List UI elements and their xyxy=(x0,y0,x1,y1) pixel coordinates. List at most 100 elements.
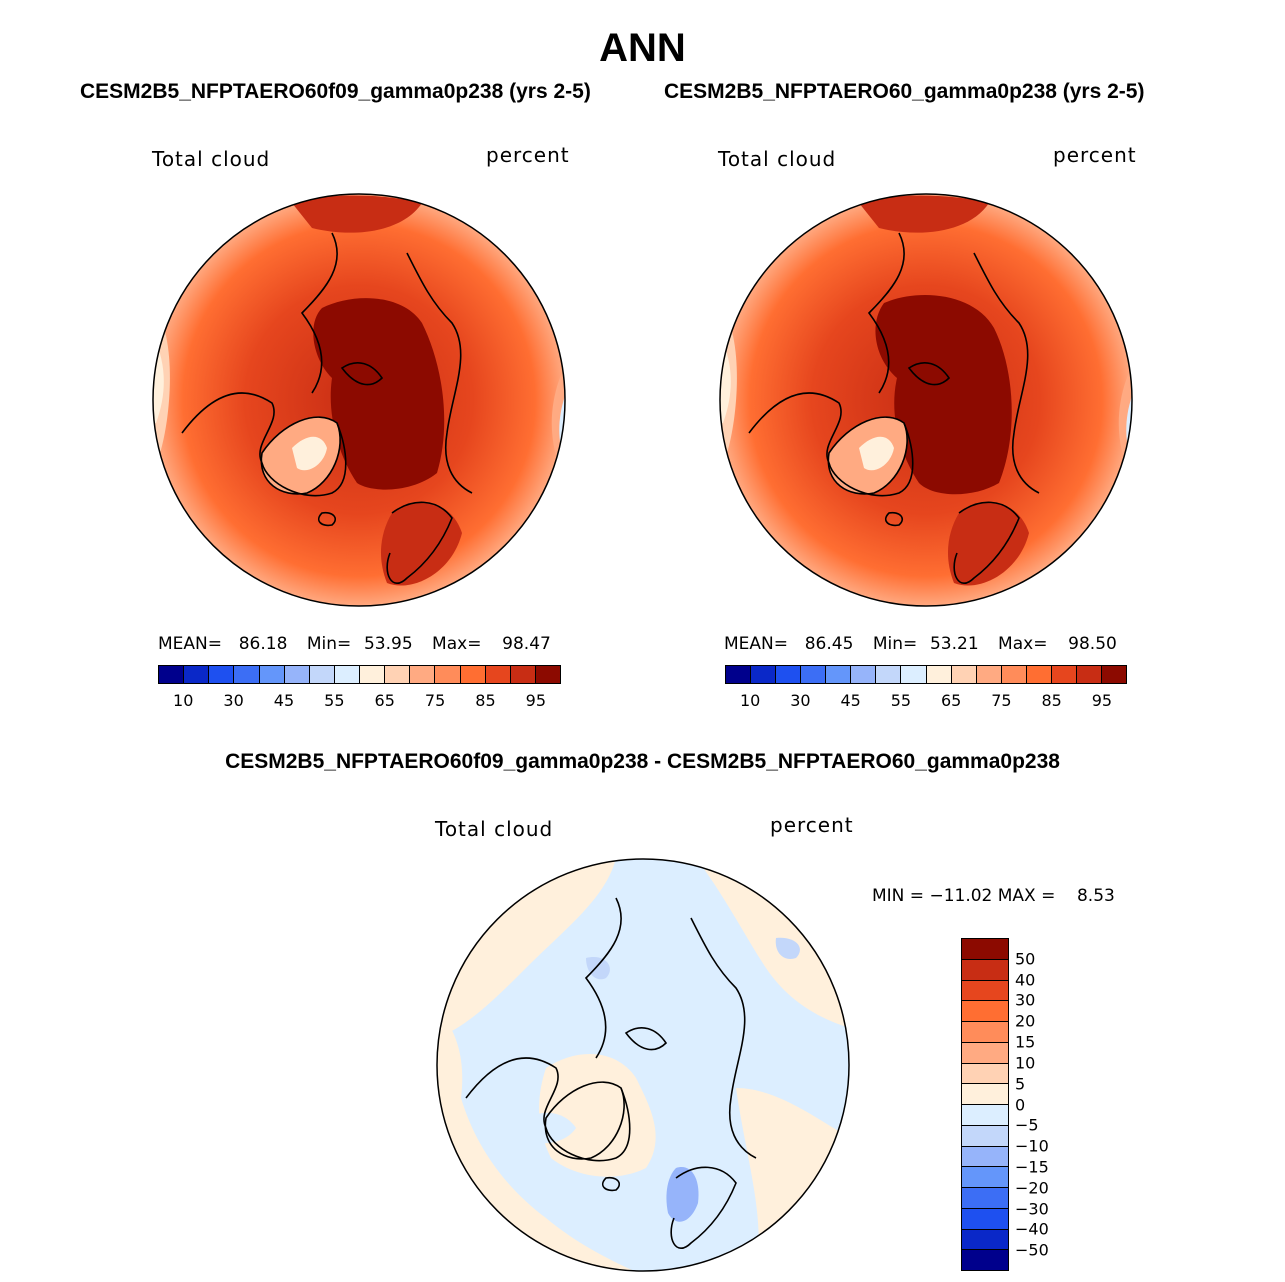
panel1-colorbar-tick-label: 95 xyxy=(525,691,546,710)
panel2-europe-cloud xyxy=(947,502,1029,586)
diff-negative-spot-1 xyxy=(586,957,610,980)
diff-colorbar-swatch xyxy=(962,1188,1008,1209)
panel2-colorbar-swatch xyxy=(1001,666,1027,683)
panel1-colorbar-tick-label: 65 xyxy=(374,691,395,710)
diff-colorbar-tick-label: 10 xyxy=(1015,1053,1036,1073)
diff-colorbar-tick-label: 0 xyxy=(1015,1095,1026,1114)
panel1-variable-label: Total cloud xyxy=(152,147,271,171)
panel2-greenland-lowest-cloud xyxy=(859,436,894,471)
panel2-high-cloud-region-north xyxy=(859,195,989,233)
panel1-min-label: Min= xyxy=(306,634,352,654)
diff-map-boundary xyxy=(436,858,850,1272)
panel2-colorbar-swatch xyxy=(976,666,1002,683)
panel1-colorbar xyxy=(158,665,561,684)
panel2-colorbar-swatch xyxy=(726,666,752,683)
season-title: ANN xyxy=(599,26,686,70)
diff-coastlines xyxy=(465,897,757,1249)
diff-colorbar-swatch xyxy=(962,1125,1008,1147)
panel1-colorbar-swatch xyxy=(259,666,285,683)
panel2-colorbar-tick-label: 30 xyxy=(790,691,811,710)
panel1-colorbar-swatch xyxy=(485,666,511,683)
diff-negative-spot-greenland xyxy=(526,1112,576,1144)
diff-negative-spot-2 xyxy=(775,937,800,959)
diff-colorbar-tick-label: −50 xyxy=(1015,1240,1049,1260)
panel1-colorbar-swatch xyxy=(334,666,360,683)
panel1-coastlines xyxy=(181,232,473,584)
panel2-colorbar-swatch xyxy=(926,666,952,683)
panel1-colorbar-swatch xyxy=(309,666,335,683)
diff-colorbar-tick-label: −10 xyxy=(1015,1136,1049,1156)
panel1-high-cloud-region-north xyxy=(292,195,422,233)
panel1-colorbar-swatch xyxy=(460,666,486,683)
panel2-case-title: CESM2B5_NFPTAERO60_gamma0p238 (yrs 2-5) xyxy=(664,80,1145,103)
diff-title: CESM2B5_NFPTAERO60f09_gamma0p238 - CESM2… xyxy=(225,750,1060,773)
diff-colorbar-tick-label: 5 xyxy=(1015,1074,1026,1094)
diff-colorbar-swatch xyxy=(962,980,1008,1002)
panel1-colorbar-swatch xyxy=(535,666,560,683)
diff-colorbar-tick-label: −15 xyxy=(1015,1157,1049,1177)
diff-negative-spot-scandinavia xyxy=(666,1167,699,1222)
diff-colorbar-swatch xyxy=(962,1229,1008,1251)
diff-colorbar-tick-label: 20 xyxy=(1015,1011,1036,1031)
diff-colorbar-swatch xyxy=(962,1042,1008,1064)
panel2-colorbar-swatch xyxy=(1076,666,1102,683)
diff-colorbar-tick-label: −20 xyxy=(1015,1178,1049,1198)
panel1-case-title: CESM2B5_NFPTAERO60f09_gamma0p238 (yrs 2-… xyxy=(80,80,591,103)
panel2-colorbar-tick-label: 55 xyxy=(890,691,912,710)
panel1-colorbar-swatch xyxy=(159,666,185,683)
diff-colorbar-tick-label: 15 xyxy=(1015,1032,1036,1052)
panel1-colorbar-swatch xyxy=(234,666,260,683)
diff-colorbar-tick-label: 50 xyxy=(1015,949,1036,969)
panel2-min-value: 53.21 xyxy=(929,634,979,654)
panel1-polar-map xyxy=(152,193,566,607)
panel1-high-cloud-region-arctic xyxy=(313,298,445,490)
panel2-colorbar-tick-label: 45 xyxy=(840,691,861,710)
panel2-colorbar-tick-label: 65 xyxy=(940,691,962,710)
panel2-colorbar xyxy=(725,665,1127,684)
panel1-colorbar-swatch xyxy=(510,666,536,683)
panel1-colorbar-tick-label: 45 xyxy=(273,691,295,710)
panel1-stats: MEAN= 86.18 Min= 53.95 Max= 98.47 xyxy=(158,634,551,654)
diff-colorbar xyxy=(961,938,1009,1271)
diff-units-label: percent xyxy=(770,813,854,837)
panel2-colorbar-swatch xyxy=(776,666,802,683)
diff-variable-label: Total cloud xyxy=(435,817,554,841)
panel1-colorbar-tick-label: 85 xyxy=(475,691,496,710)
panel2-colorbar-tick-label: 75 xyxy=(991,691,1012,710)
panel2-colorbar-swatch xyxy=(876,666,902,683)
diff-colorbar-tick-label: 40 xyxy=(1015,970,1036,990)
panel1-colorbar-swatch xyxy=(184,666,210,683)
panel1-colorbar-tick-label: 10 xyxy=(173,691,194,710)
panel2-colorbar-tick-label: 95 xyxy=(1091,691,1113,710)
panel2-mean-value: 86.45 xyxy=(804,634,854,654)
panel2-min-label: Min= xyxy=(872,634,918,654)
panel2-coastlines xyxy=(748,232,1040,584)
panel1-europe-cloud xyxy=(380,502,462,586)
panel2-colorbar-swatch xyxy=(1051,666,1077,683)
panel2-colorbar-swatch xyxy=(801,666,827,683)
panel1-max-value: 98.47 xyxy=(502,634,551,654)
diff-colorbar-swatch xyxy=(962,959,1008,981)
panel2-polar-map xyxy=(719,193,1133,607)
panel1-units-label: percent xyxy=(486,143,570,167)
diff-colorbar-swatch xyxy=(962,1063,1008,1085)
panel2-units-label: percent xyxy=(1053,143,1137,167)
panel1-map-boundary xyxy=(152,193,566,607)
diff-colorbar-tick-label: −30 xyxy=(1015,1199,1049,1219)
panel1-colorbar-swatch xyxy=(209,666,235,683)
panel2-map-boundary xyxy=(719,193,1133,607)
panel1-colorbar-swatch xyxy=(435,666,461,683)
panel2-colorbar-swatch xyxy=(951,666,977,683)
panel2-stats: MEAN= 86.45 Min= 53.21 Max= 98.50 xyxy=(724,634,1117,654)
panel1-mean-value: 86.18 xyxy=(238,634,288,654)
panel1-colorbar-swatch xyxy=(360,666,386,683)
panel2-max-label: Max= xyxy=(998,634,1048,654)
diff-polar-map xyxy=(436,858,850,1272)
panel2-colorbar-swatch xyxy=(826,666,852,683)
panel2-colorbar-tick-label: 10 xyxy=(739,691,761,710)
diff-colorbar-swatch xyxy=(962,1105,1008,1126)
diff-colorbar-swatch xyxy=(962,1167,1008,1188)
panel2-colorbar-swatch xyxy=(1026,666,1052,683)
diff-colorbar-swatch xyxy=(962,1250,1008,1270)
panel2-colorbar-swatch xyxy=(751,666,777,683)
